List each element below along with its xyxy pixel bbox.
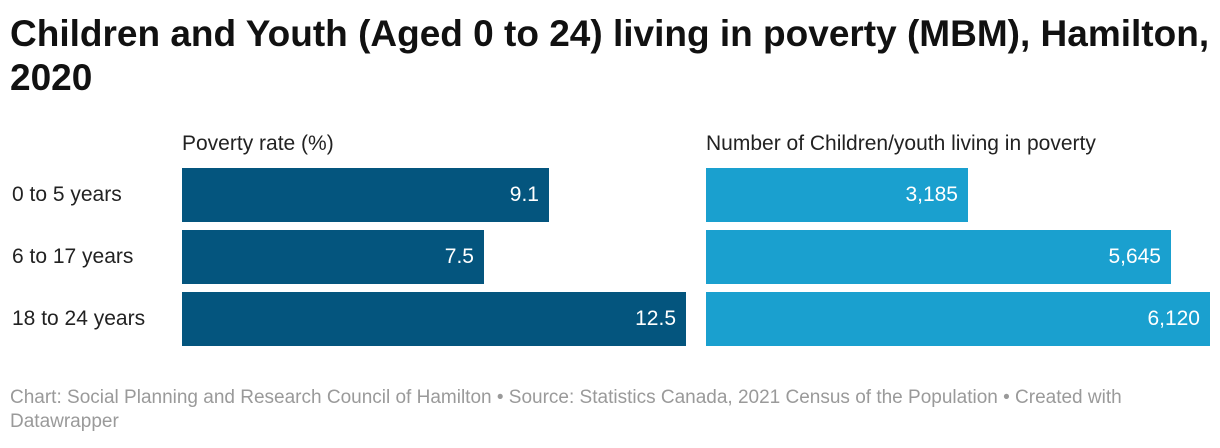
bar (182, 292, 686, 346)
chart-footer: Chart: Social Planning and Research Coun… (10, 387, 1122, 432)
panel-header: Number of Children/youth living in pover… (706, 132, 1096, 155)
bar (706, 168, 968, 222)
row-label: 18 to 24 years (12, 307, 146, 330)
data-label: 5,645 (1108, 245, 1161, 268)
bar (182, 230, 484, 284)
chart-title: Children and Youth (Aged 0 to 24) living… (10, 13, 1210, 98)
bar (706, 292, 1210, 346)
panel-header: Poverty rate (%) (182, 132, 334, 155)
data-label: 3,185 (905, 183, 958, 206)
data-label: 9.1 (509, 183, 539, 206)
row-label: 0 to 5 years (12, 183, 122, 206)
data-label: 12.5 (635, 307, 676, 330)
row-label: 6 to 17 years (12, 245, 134, 268)
data-label: 6,120 (1147, 307, 1200, 330)
data-label: 7.5 (444, 245, 474, 268)
bar (706, 230, 1171, 284)
bar (182, 168, 549, 222)
